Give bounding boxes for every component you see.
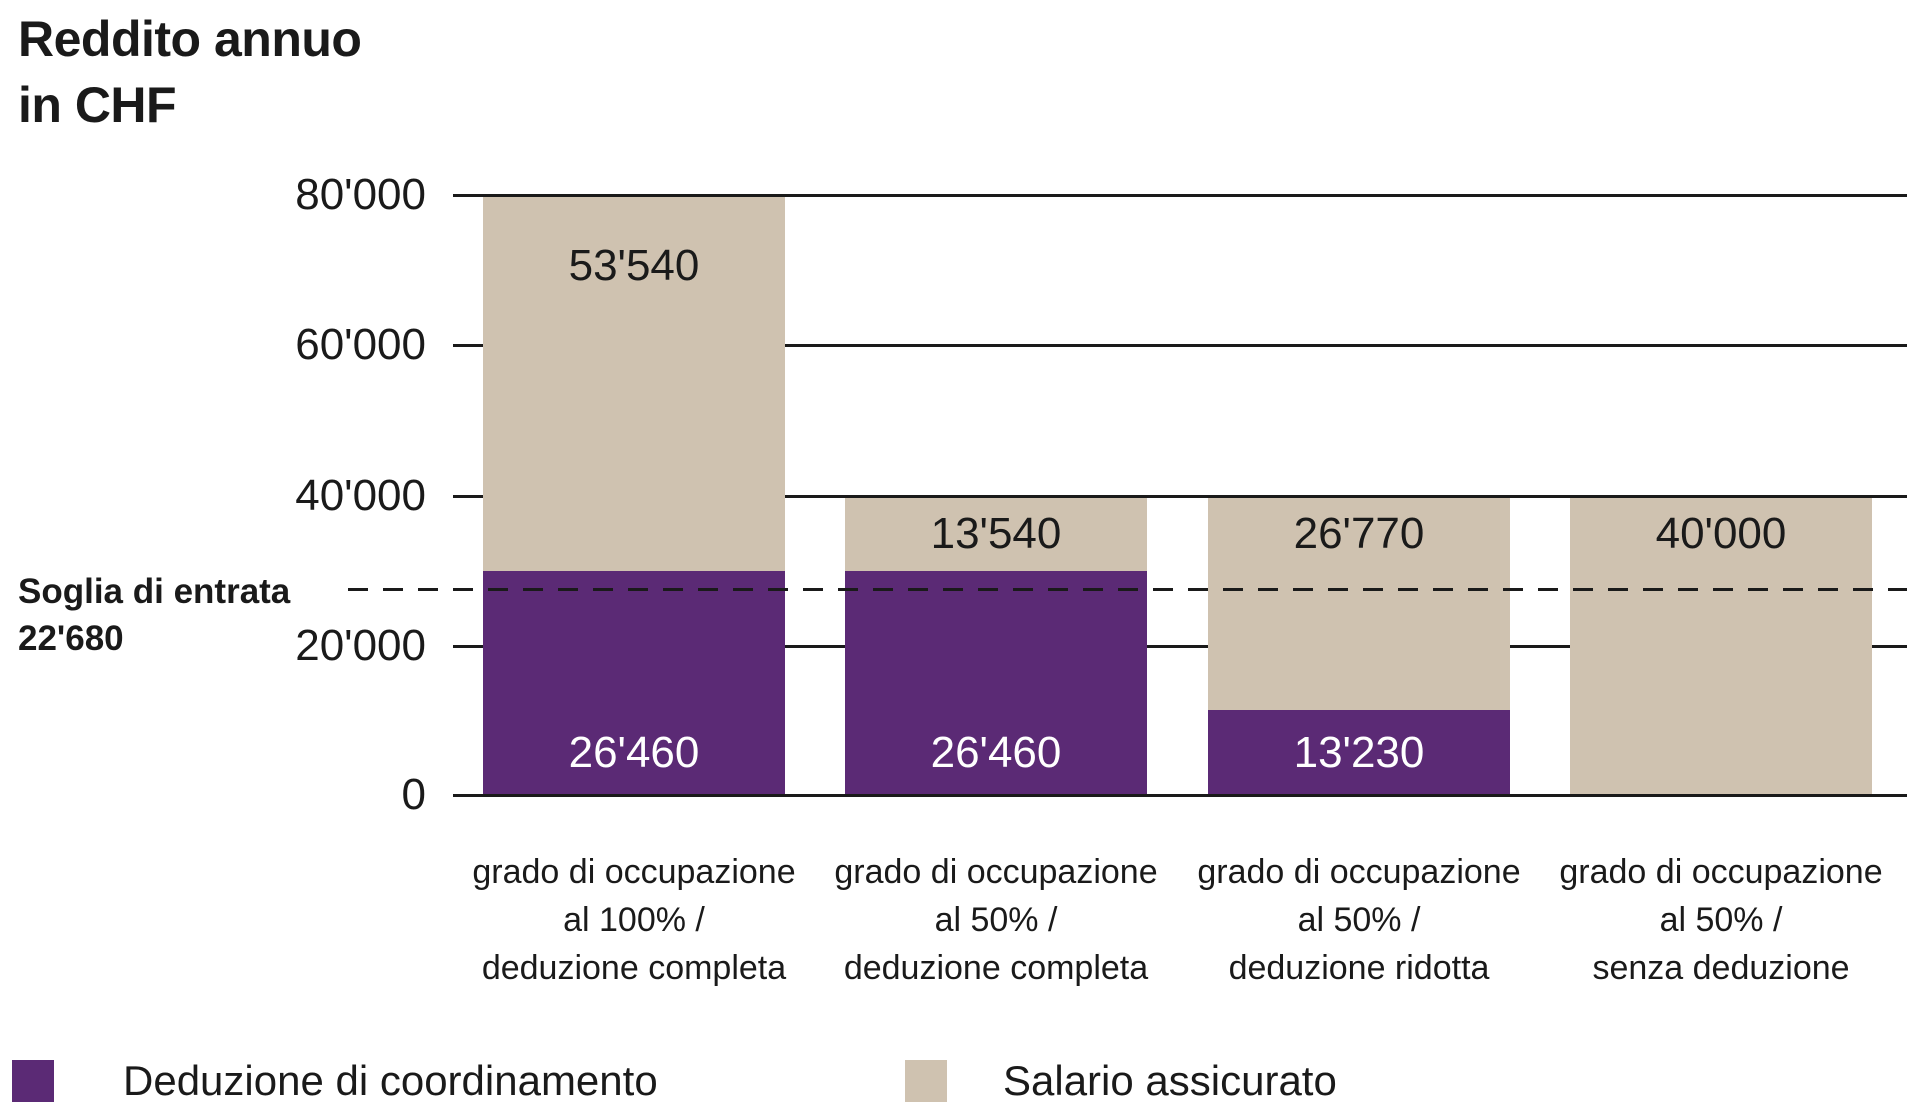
y-axis-label-0: 0 <box>401 770 426 819</box>
category-line: grado di occupazione <box>1197 853 1521 891</box>
bar-value-deduzione: 13'230 <box>1293 728 1425 777</box>
category-line: grado di occupazione <box>472 853 796 891</box>
legend-item-salario: Salario assicurato <box>905 1056 1337 1106</box>
bar-segment-salario <box>483 197 785 571</box>
legend-label-deduzione: Deduzione di coordinamento <box>123 1057 658 1104</box>
gridline-80000 <box>453 194 1907 197</box>
gridline-40000 <box>453 495 1907 498</box>
gridline-60000 <box>453 344 1907 347</box>
category-line: senza deduzione <box>1592 949 1850 987</box>
y-axis-label-60000: 60'000 <box>295 320 426 369</box>
y-axis-label-20000: 20'000 <box>295 621 426 670</box>
legend-swatch-deduzione <box>12 1060 54 1102</box>
baseline-axis <box>453 794 1907 797</box>
bar-segment-salario <box>845 498 1147 571</box>
category-line: al 50% / <box>1297 901 1421 939</box>
category-label-4: grado di occupazione al 50% / senza dedu… <box>1531 848 1911 992</box>
category-line: grado di occupazione <box>1559 853 1883 891</box>
y-axis-label-40000: 40'000 <box>295 471 426 520</box>
bar-segment-salario <box>1570 498 1872 797</box>
threshold-dashed-line <box>348 588 1907 591</box>
category-label-3: grado di occupazione al 50% / deduzione … <box>1169 848 1549 992</box>
category-line: deduzione completa <box>843 949 1149 987</box>
category-line: deduzione ridotta <box>1228 949 1490 987</box>
chart-title-line1: Reddito annuo <box>18 11 362 67</box>
category-line: al 50% / <box>1659 901 1783 939</box>
bar-value-deduzione: 26'460 <box>930 728 1062 777</box>
bar-segment-deduzione <box>845 571 1147 797</box>
category-line: al 50% / <box>934 901 1058 939</box>
threshold-label-line2: 22'680 <box>18 619 124 658</box>
bar-value-salario: 13'540 <box>930 509 1062 558</box>
bar-segment-deduzione <box>1208 710 1510 797</box>
bar-segment-deduzione <box>483 571 785 797</box>
chart-title-line2: in CHF <box>18 77 177 133</box>
legend-item-deduzione: Deduzione di coordinamento <box>12 1056 658 1106</box>
category-line: grado di occupazione <box>834 853 1158 891</box>
category-line: deduzione completa <box>481 949 787 987</box>
legend-label-salario: Salario assicurato <box>1003 1057 1337 1104</box>
bar-value-deduzione: 26'460 <box>568 728 700 777</box>
bar-value-salario: 26'770 <box>1293 509 1425 558</box>
category-label-2: grado di occupazione al 50% / deduzione … <box>806 848 1186 992</box>
threshold-label-line1: Soglia di entrata <box>18 572 291 611</box>
category-label-1: grado di occupazione al 100% / deduzione… <box>444 848 824 992</box>
bar-value-salario: 40'000 <box>1655 509 1787 558</box>
plot-area: 53'540 26'460 13'540 26'460 26'770 13'23… <box>453 194 1907 797</box>
bar-occupazione-50-senza-deduzione: 40'000 <box>1570 495 1872 797</box>
bar-occupazione-50-deduzione-completa: 13'540 26'460 <box>845 495 1147 797</box>
bar-occupazione-50-deduzione-ridotta: 26'770 13'230 <box>1208 495 1510 797</box>
bar-occupazione-100-deduzione-completa: 53'540 26'460 <box>483 197 785 797</box>
bar-segment-salario <box>1208 498 1510 710</box>
gridline-20000 <box>453 645 1907 648</box>
y-axis-label-80000: 80'000 <box>295 170 426 219</box>
bar-value-salario: 53'540 <box>568 241 700 290</box>
chart-title: Reddito annuo in CHF <box>18 6 362 138</box>
threshold-label: Soglia di entrata 22'680 <box>18 568 290 662</box>
category-line: al 100% / <box>563 901 705 939</box>
legend-swatch-salario <box>905 1060 947 1102</box>
